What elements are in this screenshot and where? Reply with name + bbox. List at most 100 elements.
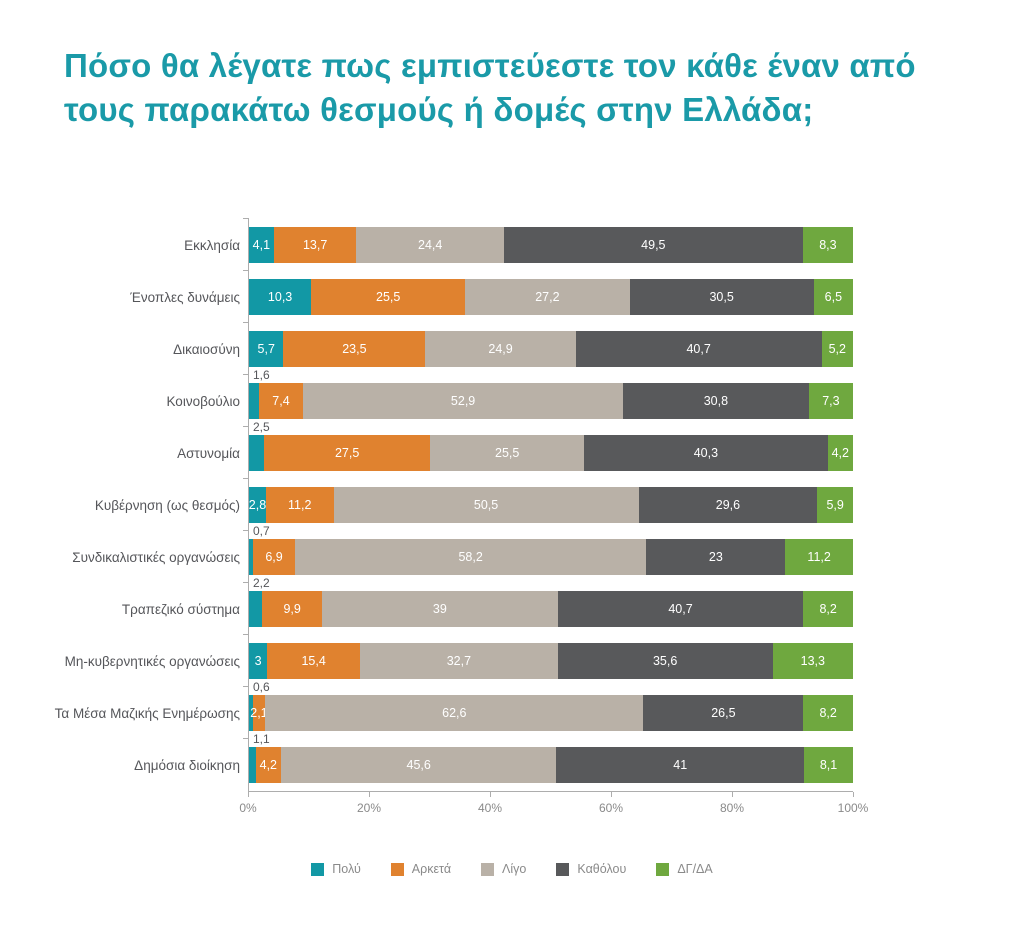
bar-segment-Λίγο: 50,5 — [333, 487, 639, 524]
category-label: Ένοπλες δυνάμεις — [130, 289, 240, 305]
segment-value: 6,5 — [824, 290, 843, 305]
bar-segment-Αρκετά: 9,9 — [262, 591, 323, 628]
segment-value: 15,4 — [301, 654, 326, 669]
x-axis-tick — [248, 792, 249, 798]
segment-value: 40,7 — [668, 602, 693, 617]
category-label: Τραπεζικό σύστημα — [121, 601, 240, 617]
bar-segment-Αρκετά: 2,1 — [250, 695, 268, 732]
chart-row: Τραπεζικό σύστημα 2,2 9,9 39 40,7 8,2 — [0, 576, 1024, 636]
row-plot: 0,6 2,1 62,6 26,5 8,2 — [243, 680, 853, 740]
category-label: Δικαιοσύνη — [173, 341, 240, 357]
bar-segment-Λίγο: 27,2 — [465, 279, 630, 316]
legend-item: Πολύ — [311, 862, 361, 876]
bar-segment-Αρκετά: 11,2 — [265, 487, 334, 524]
x-axis-tick — [732, 792, 733, 798]
bar-segment-ΔΓ/ΔΑ: 5,9 — [817, 487, 853, 524]
segment-value: 11,2 — [288, 498, 312, 513]
bar-segment-ΔΓ/ΔΑ: 4,2 — [827, 435, 853, 472]
segment-value: 25,5 — [495, 446, 520, 461]
bar-segment-Καθόλου: 35,6 — [557, 643, 773, 680]
segment-value: 5,9 — [826, 498, 844, 513]
bar-segment-Πολύ — [249, 591, 263, 628]
bar-segment-Καθόλου: 49,5 — [503, 227, 803, 264]
chart-row: Συνδικαλιστικές οργανώσεις 0,7 6,9 58,2 23 11… — [0, 524, 1024, 584]
bar-segment-Καθόλου: 30,5 — [629, 279, 814, 316]
legend-label: ΔΓ/ΔΑ — [677, 862, 713, 877]
stacked-bar: 7,4 52,9 30,8 7,3 — [249, 383, 853, 420]
category-label: Τα Μέσα Μαζικής Ενημέρωσης — [54, 705, 240, 721]
stacked-bar: 27,5 25,5 40,3 4,2 — [249, 435, 853, 472]
stacked-bar: 5,7 23,5 24,9 40,7 5,2 — [249, 331, 853, 368]
chart-row: Τα Μέσα Μαζικής Ενημέρωσης 0,6 2,1 62,6 26,5… — [0, 680, 1024, 740]
bar-segment-Αρκετά: 6,9 — [253, 539, 295, 576]
legend-item: Λίγο — [481, 862, 526, 876]
bar-segment-Πολύ: 3 — [249, 643, 268, 680]
chart-row: Δημόσια διοίκηση 1,1 4,2 45,6 41 8,1 — [0, 732, 1024, 792]
x-axis-label: 80% — [719, 801, 745, 816]
x-axis-label: 40% — [477, 801, 503, 816]
bar-segment-Αρκετά: 15,4 — [267, 643, 361, 680]
segment-value: 4,2 — [259, 758, 278, 773]
segment-value: 10,3 — [267, 290, 293, 305]
bar-segment-Πολύ — [249, 383, 259, 420]
segment-value: 4,1 — [252, 238, 271, 253]
bar-segment-ΔΓ/ΔΑ: 5,2 — [821, 331, 853, 368]
segment-value: 30,5 — [709, 290, 734, 305]
bar-segment-Καθόλου: 40,7 — [557, 591, 804, 628]
row-plot: 3 15,4 32,7 35,6 13,3 — [243, 634, 853, 688]
segment-value: 8,2 — [819, 706, 837, 721]
segment-value: 2,8 — [248, 498, 267, 513]
segment-value: 30,8 — [703, 394, 729, 409]
row-plot: 1,1 4,2 45,6 41 8,1 — [243, 732, 853, 792]
bar-segment-Καθόλου: 41 — [556, 747, 805, 784]
legend-label: Λίγο — [502, 862, 527, 877]
bar-segment-ΔΓ/ΔΑ: 8,2 — [803, 591, 853, 628]
bar-segment-Λίγο: 52,9 — [303, 383, 623, 420]
category-label: Κυβέρνηση (ως θεσμός) — [94, 497, 240, 513]
segment-value: 7,3 — [822, 394, 840, 409]
x-axis-label: 60% — [598, 801, 624, 816]
legend-swatch — [311, 862, 325, 876]
bar-segment-Λίγο: 24,9 — [425, 331, 576, 368]
chart-row: Ένοπλες δυνάμεις 10,3 25,5 27,2 30,5 6,5 — [0, 270, 1024, 324]
segment-value: 29,6 — [715, 498, 741, 513]
bar-segment-ΔΓ/ΔΑ: 6,5 — [813, 279, 853, 316]
segment-value: 8,3 — [819, 238, 837, 253]
segment-value: 25,5 — [376, 290, 401, 305]
segment-value: 13,7 — [302, 238, 328, 253]
segment-value: 49,5 — [641, 238, 666, 253]
segment-value: 5,2 — [828, 342, 846, 357]
legend-label: Πολύ — [332, 862, 361, 877]
legend-label: Καθόλου — [577, 862, 627, 877]
bar-segment-Καθόλου: 30,8 — [622, 383, 809, 420]
callout-value: 1,1 — [253, 732, 270, 747]
segment-value: 23,5 — [342, 342, 367, 357]
bar-segment-Καθόλου: 29,6 — [638, 487, 818, 524]
segment-value: 39 — [432, 602, 447, 617]
chart-row: Δικαιοσύνη 5,7 23,5 24,9 40,7 5,2 — [0, 322, 1024, 376]
row-plot: 4,1 13,7 24,4 49,5 8,3 — [243, 218, 853, 272]
category-label: Δημόσια διοίκηση — [134, 757, 240, 773]
stacked-bar: 3 15,4 32,7 35,6 13,3 — [249, 643, 853, 680]
legend-label: Αρκετά — [411, 862, 452, 877]
bar-segment-Πολύ — [249, 539, 254, 576]
segment-value: 2,1 — [250, 706, 268, 721]
x-axis: 0% 20% 40% 60% 80% 100% — [239, 791, 868, 824]
bar-segment-ΔΓ/ΔΑ: 11,2 — [785, 539, 853, 576]
bar-segment-ΔΓ/ΔΑ: 8,2 — [803, 695, 853, 732]
bar-segment-Πολύ — [249, 435, 265, 472]
callout-value: 0,6 — [253, 680, 270, 695]
bar-segment-Πολύ: 4,1 — [249, 227, 274, 264]
stacked-bar: 10,3 25,5 27,2 30,5 6,5 — [249, 279, 853, 316]
stacked-bar: 9,9 39 40,7 8,2 — [249, 591, 853, 628]
segment-value: 41 — [673, 758, 688, 773]
segment-value: 45,6 — [406, 758, 431, 773]
bar-segment-Καθόλου: 40,7 — [575, 331, 822, 368]
x-axis-tick — [853, 792, 854, 798]
stacked-bar: 6,9 58,2 23 11,2 — [249, 539, 853, 576]
segment-value: 40,7 — [686, 342, 711, 357]
category-label: Εκκλησία — [184, 237, 240, 253]
callout-value: 2,5 — [253, 420, 270, 435]
segment-value: 4,2 — [831, 446, 849, 461]
segment-value: 9,9 — [283, 602, 301, 617]
